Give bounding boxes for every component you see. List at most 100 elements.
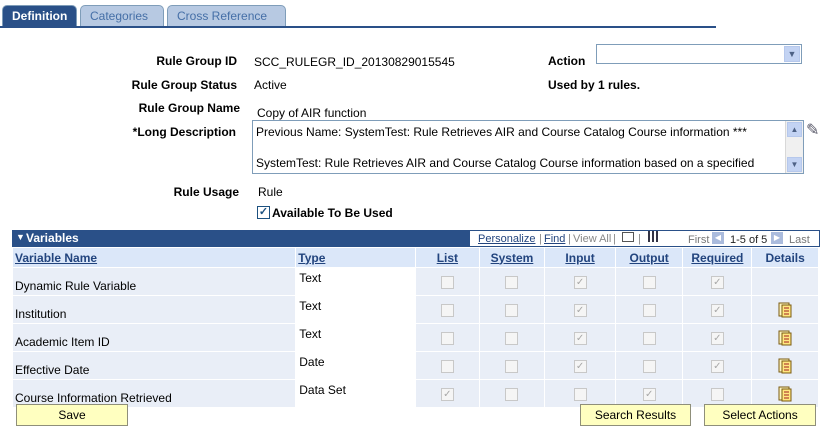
- table-row: Academic Item ID Text ✓ ✓: [13, 323, 819, 352]
- long-description-textarea[interactable]: Previous Name: SystemTest: Rule Retrieve…: [252, 120, 804, 174]
- list-checkbox: [440, 275, 454, 289]
- personalize-link[interactable]: Personalize: [478, 233, 536, 245]
- nav-sep-3: |: [613, 233, 616, 245]
- rule-group-status-value: Active: [254, 78, 287, 92]
- scroll-down-icon[interactable]: ▼: [787, 157, 802, 172]
- triangle-down-icon[interactable]: ▼: [16, 232, 25, 242]
- required-cell: ✓: [682, 295, 753, 324]
- details-cell: [751, 267, 819, 296]
- input-checkbox: ✓: [573, 303, 587, 317]
- document-detail-icon[interactable]: [778, 302, 792, 318]
- input-cell: ✓: [544, 323, 616, 352]
- system-checkbox: [505, 387, 519, 401]
- col-input[interactable]: Input: [544, 248, 616, 268]
- tab-categories[interactable]: Categories: [80, 5, 164, 26]
- variable-type-cell: Text: [295, 267, 417, 296]
- next-arrow-icon[interactable]: ▶: [771, 232, 783, 244]
- output-cell: ✓: [615, 379, 684, 407]
- variable-name-cell: Effective Date: [13, 351, 297, 380]
- document-detail-icon[interactable]: [778, 386, 792, 402]
- required-checkbox: ✓: [710, 331, 724, 345]
- rule-group-name-value: Copy of AIR function: [257, 106, 367, 120]
- nav-sep-1: |: [539, 233, 542, 245]
- rule-group-status-label: Rule Group Status: [131, 78, 237, 92]
- save-button[interactable]: Save: [16, 404, 128, 426]
- list-checkbox: [440, 303, 454, 317]
- rule-group-id-value: SCC_RULEGR_ID_20130829015545: [254, 55, 455, 69]
- col-list[interactable]: List: [415, 248, 480, 268]
- output-checkbox: [642, 359, 656, 373]
- list-checkbox: [440, 331, 454, 345]
- system-cell: [479, 351, 546, 380]
- input-checkbox: ✓: [573, 359, 587, 373]
- tab-divider: [0, 26, 716, 28]
- col-details: Details: [751, 248, 819, 268]
- long-description-line-1: Previous Name: SystemTest: Rule Retrieve…: [256, 125, 747, 139]
- rule-group-id-label: Rule Group ID: [156, 54, 237, 68]
- last-link[interactable]: Last: [789, 234, 810, 246]
- system-checkbox: [505, 303, 519, 317]
- col-type[interactable]: Type: [295, 248, 417, 268]
- output-checkbox: ✓: [642, 387, 656, 401]
- list-checkbox: [440, 359, 454, 373]
- document-detail-icon[interactable]: [778, 358, 792, 374]
- spell-check-pencil-icon[interactable]: ✎: [806, 122, 820, 139]
- variable-name-cell: Academic Item ID: [13, 323, 297, 352]
- input-checkbox: [573, 387, 587, 401]
- input-checkbox: ✓: [573, 331, 587, 345]
- list-cell: [415, 351, 480, 380]
- required-cell: ✓: [682, 267, 753, 296]
- row-range: 1-5 of 5: [730, 234, 768, 246]
- variables-title: Variables: [26, 231, 79, 245]
- input-cell: [544, 379, 616, 407]
- table-row: Dynamic Rule Variable Text ✓ ✓: [13, 267, 819, 296]
- system-cell: [479, 379, 546, 407]
- variable-type-cell: Data Set: [295, 379, 417, 407]
- textarea-scrollbar[interactable]: ▲ ▼: [785, 121, 803, 173]
- system-checkbox: [505, 359, 519, 373]
- download-spreadsheet-icon[interactable]: [648, 231, 660, 242]
- scroll-up-icon[interactable]: ▲: [787, 122, 802, 137]
- tab-cross-reference[interactable]: Cross Reference: [167, 5, 286, 26]
- col-variable-name[interactable]: Variable Name: [13, 248, 297, 268]
- col-required[interactable]: Required: [682, 248, 753, 268]
- table-row: Institution Text ✓ ✓: [13, 295, 819, 324]
- document-detail-icon[interactable]: [778, 330, 792, 346]
- prev-arrow-icon[interactable]: ◀: [712, 232, 724, 244]
- zoom-grid-icon[interactable]: [622, 232, 634, 242]
- select-actions-button[interactable]: Select Actions: [704, 404, 816, 426]
- details-cell: [751, 295, 819, 324]
- system-cell: [479, 323, 546, 352]
- long-description-line-2: SystemTest: Rule Retrieves AIR and Cours…: [256, 156, 755, 170]
- details-cell: [751, 379, 819, 407]
- list-cell: [415, 267, 480, 296]
- variable-type-cell: Text: [295, 323, 417, 352]
- output-cell: [615, 267, 684, 296]
- table-row: Effective Date Date ✓ ✓: [13, 351, 819, 380]
- variable-type-cell: Date: [295, 351, 417, 380]
- tab-definition[interactable]: Definition: [2, 5, 77, 27]
- variable-name-cell: Institution: [13, 295, 297, 324]
- output-checkbox: [642, 303, 656, 317]
- required-cell: [682, 379, 753, 407]
- list-cell: ✓: [415, 379, 480, 407]
- find-link[interactable]: Find: [544, 233, 566, 245]
- output-cell: [615, 295, 684, 324]
- input-cell: ✓: [544, 351, 616, 380]
- variables-table: Variable Name Type List System Input Out…: [13, 248, 819, 407]
- col-output[interactable]: Output: [615, 248, 684, 268]
- first-link[interactable]: First: [688, 234, 710, 246]
- list-cell: [415, 295, 480, 324]
- nav-sep-2: |: [568, 233, 571, 245]
- output-cell: [615, 351, 684, 380]
- col-system[interactable]: System: [479, 248, 546, 268]
- view-all-link[interactable]: View All: [573, 233, 612, 245]
- available-checkbox[interactable]: ✓: [257, 206, 270, 219]
- action-select[interactable]: ▼: [596, 44, 802, 64]
- rule-group-name-label: Rule Group Name: [138, 101, 240, 115]
- grid-nav-strip: Personalize | Find | View All | | First …: [470, 231, 819, 246]
- table-row: Course Information Retrieved Data Set ✓ ✓: [13, 379, 819, 407]
- chevron-down-icon[interactable]: ▼: [784, 46, 800, 62]
- search-results-button[interactable]: Search Results: [580, 404, 691, 426]
- list-cell: [415, 323, 480, 352]
